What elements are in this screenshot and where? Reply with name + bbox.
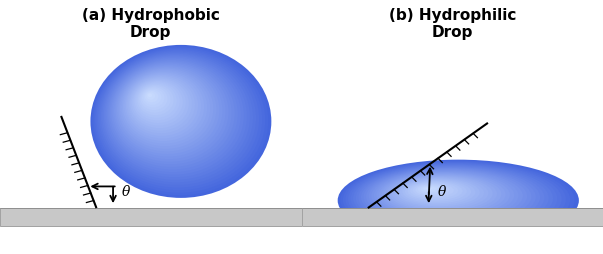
Circle shape bbox=[127, 77, 195, 134]
Circle shape bbox=[134, 83, 180, 121]
Ellipse shape bbox=[408, 182, 463, 201]
Bar bbox=[302, 208, 603, 226]
Circle shape bbox=[113, 64, 226, 160]
Ellipse shape bbox=[397, 179, 480, 207]
Circle shape bbox=[147, 93, 156, 100]
Ellipse shape bbox=[390, 176, 493, 211]
Ellipse shape bbox=[384, 175, 501, 214]
Bar bbox=[302, 208, 603, 254]
Bar bbox=[0, 208, 302, 254]
Ellipse shape bbox=[340, 161, 575, 240]
Ellipse shape bbox=[376, 172, 514, 219]
Ellipse shape bbox=[418, 185, 446, 195]
Circle shape bbox=[107, 59, 238, 170]
Ellipse shape bbox=[350, 164, 557, 234]
Ellipse shape bbox=[348, 163, 561, 235]
Ellipse shape bbox=[420, 186, 441, 193]
Ellipse shape bbox=[423, 187, 437, 192]
Ellipse shape bbox=[426, 188, 432, 190]
Ellipse shape bbox=[410, 183, 458, 199]
Circle shape bbox=[98, 52, 256, 185]
Circle shape bbox=[99, 53, 253, 183]
Circle shape bbox=[114, 66, 223, 157]
Circle shape bbox=[96, 51, 259, 188]
Circle shape bbox=[117, 68, 216, 152]
Circle shape bbox=[144, 90, 162, 106]
Circle shape bbox=[148, 94, 153, 98]
Ellipse shape bbox=[392, 177, 488, 210]
Ellipse shape bbox=[361, 167, 540, 228]
Circle shape bbox=[120, 70, 210, 147]
Circle shape bbox=[95, 50, 262, 190]
Ellipse shape bbox=[368, 170, 527, 223]
Text: (a) Hydrophobic
Drop: (a) Hydrophobic Drop bbox=[82, 8, 219, 40]
Circle shape bbox=[136, 84, 177, 118]
Ellipse shape bbox=[346, 163, 566, 237]
Ellipse shape bbox=[366, 169, 531, 225]
Ellipse shape bbox=[364, 168, 536, 226]
Circle shape bbox=[124, 74, 201, 139]
Ellipse shape bbox=[402, 180, 471, 203]
Ellipse shape bbox=[400, 180, 476, 205]
Circle shape bbox=[104, 57, 244, 175]
Ellipse shape bbox=[387, 176, 497, 213]
Circle shape bbox=[121, 72, 207, 144]
Circle shape bbox=[142, 89, 165, 108]
Ellipse shape bbox=[356, 166, 549, 231]
Ellipse shape bbox=[415, 184, 450, 196]
Circle shape bbox=[139, 87, 171, 113]
Circle shape bbox=[118, 69, 213, 149]
Circle shape bbox=[133, 82, 183, 123]
Circle shape bbox=[108, 60, 235, 167]
Circle shape bbox=[105, 58, 241, 172]
Ellipse shape bbox=[343, 162, 570, 238]
Bar bbox=[0, 208, 302, 226]
Text: (b) Hydrophilic
Drop: (b) Hydrophilic Drop bbox=[388, 8, 516, 40]
Ellipse shape bbox=[371, 171, 523, 222]
Circle shape bbox=[92, 47, 268, 196]
Ellipse shape bbox=[405, 181, 467, 202]
Ellipse shape bbox=[353, 165, 553, 232]
Circle shape bbox=[93, 48, 265, 193]
Circle shape bbox=[103, 56, 247, 178]
Ellipse shape bbox=[338, 160, 579, 241]
Circle shape bbox=[145, 91, 159, 103]
Ellipse shape bbox=[412, 184, 454, 198]
Ellipse shape bbox=[379, 173, 510, 217]
Ellipse shape bbox=[374, 171, 519, 220]
Circle shape bbox=[110, 62, 232, 165]
Text: θ: θ bbox=[438, 185, 446, 199]
Circle shape bbox=[131, 80, 186, 126]
Circle shape bbox=[115, 67, 219, 154]
Circle shape bbox=[111, 63, 229, 162]
Circle shape bbox=[140, 88, 168, 111]
Circle shape bbox=[130, 79, 189, 129]
Circle shape bbox=[123, 73, 204, 141]
Circle shape bbox=[125, 75, 198, 136]
Text: θ: θ bbox=[122, 184, 130, 198]
Circle shape bbox=[90, 46, 271, 198]
Ellipse shape bbox=[382, 174, 506, 216]
Circle shape bbox=[128, 78, 192, 131]
Circle shape bbox=[137, 85, 174, 116]
Ellipse shape bbox=[394, 178, 484, 208]
Circle shape bbox=[101, 54, 250, 180]
Ellipse shape bbox=[358, 167, 545, 229]
